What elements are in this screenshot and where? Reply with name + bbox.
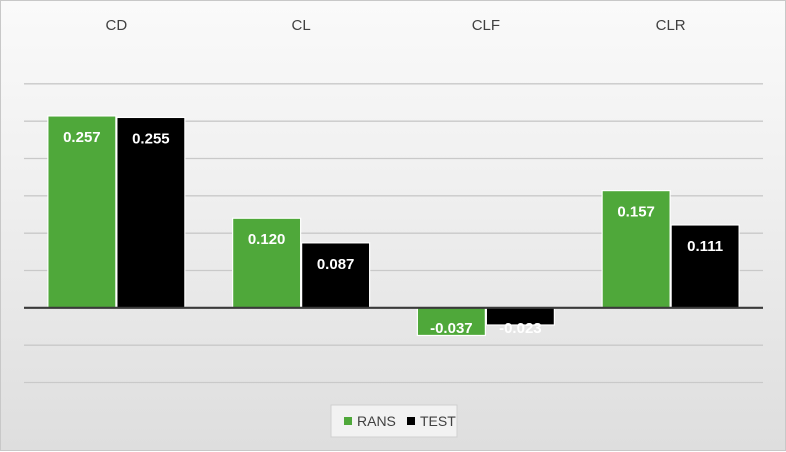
- bar-test: [301, 242, 371, 309]
- category-label: CLF: [472, 17, 500, 34]
- bar-rans: [601, 190, 671, 309]
- category-label: CD: [106, 17, 128, 34]
- legend-swatch-rans: [344, 417, 352, 425]
- legend-swatch-test: [407, 417, 415, 425]
- category-label: CL: [292, 17, 311, 34]
- bar-test: [116, 116, 186, 309]
- legend-label: TEST: [420, 413, 456, 429]
- data-label: 0.120: [248, 231, 286, 248]
- data-label: 0.157: [617, 204, 655, 221]
- bar-rans: [232, 217, 302, 309]
- category-label: CLR: [656, 17, 686, 34]
- legend-label: RANS: [357, 413, 396, 429]
- data-label: 0.087: [317, 256, 355, 273]
- data-label: 0.257: [63, 129, 101, 146]
- data-label: -0.023: [499, 320, 542, 337]
- data-label: 0.111: [687, 238, 723, 255]
- data-label: -0.037: [430, 320, 473, 337]
- bar-test: [670, 224, 740, 309]
- data-label: 0.255: [132, 130, 170, 147]
- bar-rans: [47, 115, 117, 309]
